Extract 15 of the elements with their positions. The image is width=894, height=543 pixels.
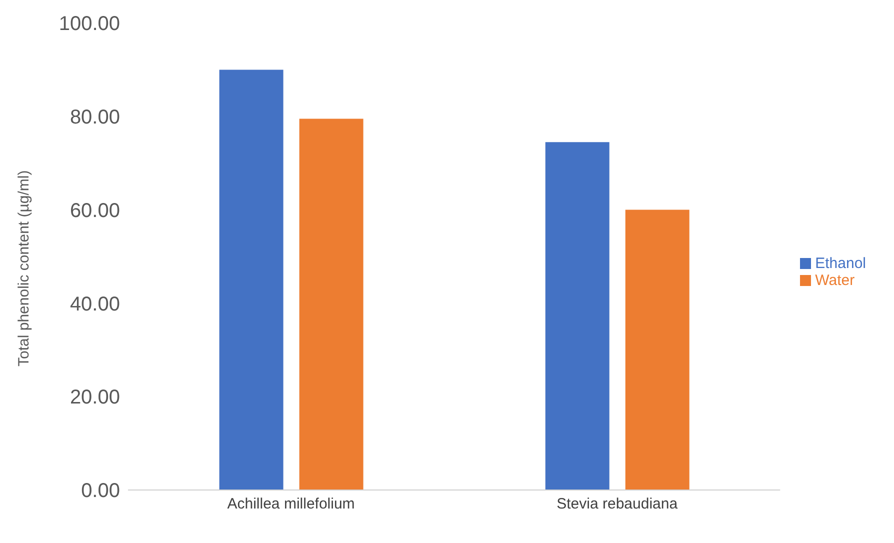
y-tick-label: 0.00	[81, 480, 120, 502]
y-tick-label: 40.00	[70, 293, 120, 316]
bar	[219, 70, 284, 490]
y-tick-label: 100.00	[58, 13, 120, 36]
bar	[625, 210, 690, 490]
y-tick-label: 20.00	[70, 386, 120, 409]
y-axis-title: Total phenolic content (µg/ml)	[15, 170, 32, 366]
bar	[545, 142, 610, 490]
legend-label: Ethanol	[815, 254, 866, 272]
x-tick-label: Achillea millefolium	[227, 496, 355, 513]
y-tick-label: 60.00	[70, 200, 120, 222]
x-tick-label: Stevia rebaudiana	[556, 496, 678, 513]
y-tick-label: 80.00	[70, 106, 120, 128]
bar	[299, 118, 364, 490]
legend-label: Water	[815, 272, 855, 288]
